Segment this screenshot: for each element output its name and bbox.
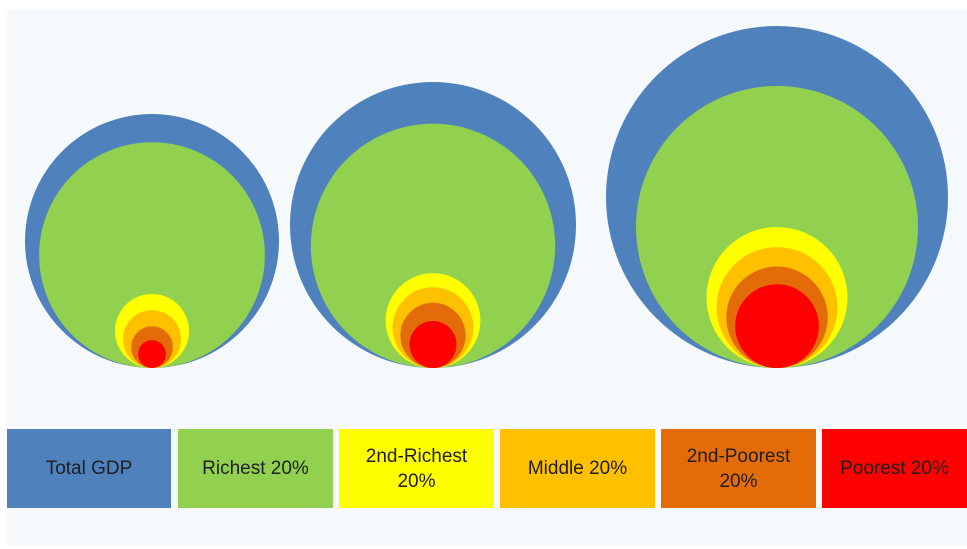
bubble-1-poorest-20 — [138, 340, 166, 369]
legend-label-total-gdp: Total GDP — [45, 458, 133, 479]
bubble-group-2 — [290, 82, 576, 369]
legend-item-poorest-20: Poorest 20% — [822, 429, 967, 508]
bubble-2-poorest-20 — [409, 321, 457, 369]
legend-label-richest-20: Richest 20% — [202, 458, 309, 479]
legend-item-middle-20: Middle 20% — [500, 429, 655, 508]
legend-label-2nd-richest-20: 2nd-Richest 20% — [365, 445, 468, 492]
legend-label-2nd-poorest-20: 2nd-Poorest 20% — [686, 445, 791, 492]
nested-bubble-chart — [25, 26, 948, 369]
bubble-3-poorest-20 — [735, 284, 819, 369]
bubble-1-richest-20 — [39, 142, 265, 368]
legend: Total GDP Richest 20% 2nd-Richest 20% Mi… — [0, 418, 967, 528]
bubble-2-richest-20 — [310, 123, 556, 369]
legend-label-poorest-20: Poorest 20% — [840, 458, 949, 479]
legend-item-richest-20: Richest 20% — [178, 429, 333, 508]
legend-label-middle-20: Middle 20% — [527, 458, 628, 479]
bubble-group-1 — [25, 114, 279, 369]
legend-item-total-gdp: Total GDP — [7, 429, 171, 508]
bubble-group-3 — [606, 26, 948, 369]
legend-item-2nd-poorest-20: 2nd-Poorest 20% — [661, 429, 816, 508]
legend-item-2nd-richest-20: 2nd-Richest 20% — [339, 429, 494, 508]
